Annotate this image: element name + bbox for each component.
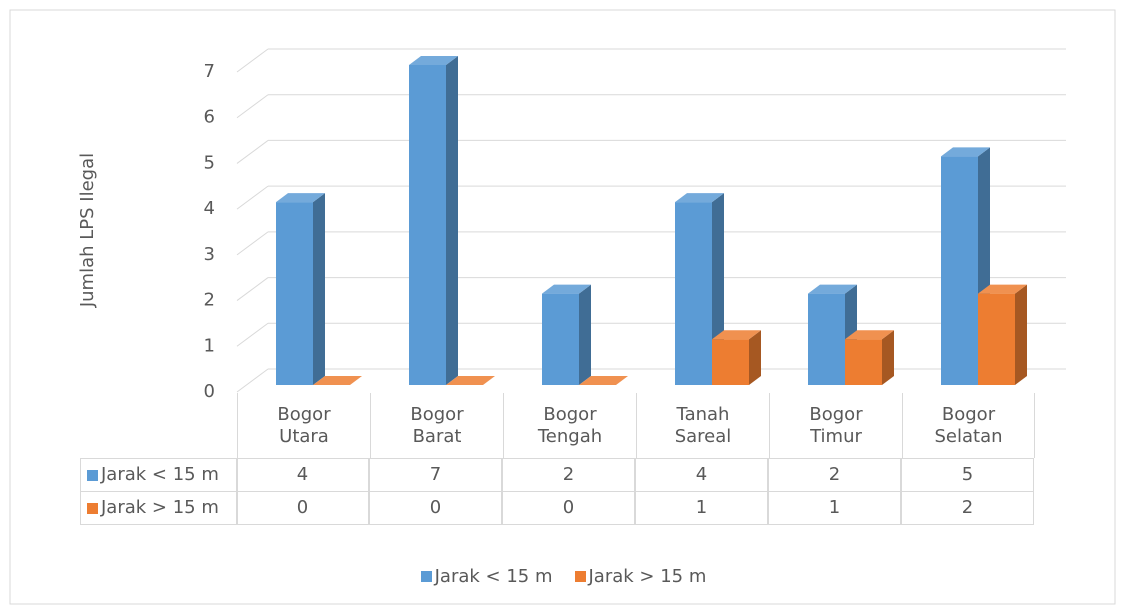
- grid-line: [236, 368, 269, 393]
- bar-front: [845, 339, 882, 385]
- bar-top: [712, 330, 761, 340]
- table-cell: 7: [369, 458, 502, 492]
- table-cell: 2: [901, 491, 1034, 525]
- legend-text: Jarak > 15 m: [588, 566, 707, 587]
- bar-front: [409, 65, 446, 385]
- bar: [276, 193, 325, 385]
- y-tick-label: 2: [204, 290, 215, 311]
- bar-top: [941, 147, 990, 157]
- y-tick-label: 1: [204, 335, 215, 356]
- bar-side: [579, 284, 591, 385]
- legend-swatch: [87, 469, 98, 481]
- legend-text: Jarak < 15 m: [434, 566, 553, 587]
- bar-front: [941, 156, 978, 385]
- table-header: Bogor Barat: [370, 393, 503, 458]
- legend-swatch: [420, 571, 432, 582]
- table-cell: 0: [369, 491, 502, 525]
- chart-border: [9, 9, 1116, 605]
- table-header: Tanah Sareal: [636, 393, 769, 458]
- bar: [542, 284, 591, 385]
- bar-top: [313, 376, 362, 385]
- grid-line: [236, 94, 269, 119]
- bar-top: [808, 284, 857, 294]
- table-cell: 1: [768, 491, 901, 525]
- bar-front: [276, 202, 313, 385]
- legend-swatch: [574, 571, 586, 582]
- bar-front: [712, 339, 749, 385]
- bar: [313, 376, 362, 385]
- bar-top: [675, 193, 724, 203]
- bar-front: [808, 293, 845, 385]
- bar-top: [446, 376, 495, 385]
- table-header: Bogor Utara: [237, 393, 370, 458]
- table-cell: 4: [236, 458, 369, 492]
- bar-top: [542, 284, 591, 294]
- bar: [446, 376, 495, 385]
- bar-side: [1015, 284, 1027, 385]
- grid-line: [236, 322, 269, 347]
- bar-front: [675, 202, 712, 385]
- legend-text: Jarak > 15 m: [101, 497, 219, 518]
- bar-top: [409, 56, 458, 65]
- legend-text: Jarak < 15 m: [101, 464, 219, 485]
- bar-top: [276, 193, 325, 203]
- bar-side: [882, 330, 894, 385]
- grid-line: [236, 48, 269, 73]
- grid-line: [236, 185, 269, 210]
- table-cell: 5: [901, 458, 1034, 492]
- bar-top: [845, 330, 894, 340]
- table-legend: Jarak < 15 m: [80, 458, 238, 492]
- table-header: Bogor Tengah: [503, 393, 636, 458]
- table-cell: 0: [236, 491, 369, 525]
- y-tick-label: 7: [204, 61, 215, 82]
- bar: [845, 330, 894, 385]
- bar: [579, 376, 628, 385]
- y-tick-label: 4: [204, 198, 215, 219]
- table-cell: 2: [502, 458, 635, 492]
- bar-front: [978, 293, 1015, 385]
- bar-front: [542, 293, 579, 385]
- table-header: Bogor Timur: [769, 393, 902, 458]
- table-legend: Jarak > 15 m: [80, 491, 238, 525]
- bar-side: [446, 56, 458, 385]
- legend-item: Jarak < 15 m: [420, 566, 553, 588]
- grid-line: [236, 140, 269, 164]
- bar: [409, 56, 458, 385]
- bar: [712, 330, 761, 385]
- table-cell: 4: [635, 458, 768, 492]
- table-cell: 0: [502, 491, 635, 525]
- bar-top: [579, 376, 628, 385]
- bar: [978, 284, 1027, 385]
- legend-item: Jarak > 15 m: [574, 566, 707, 588]
- bar-side: [313, 193, 325, 385]
- legend: Jarak < 15 m Jarak > 15 m: [0, 562, 1127, 592]
- y-tick-label: 6: [204, 107, 215, 128]
- table-cell: 1: [635, 491, 768, 525]
- grid-line: [236, 231, 269, 256]
- table-header: Bogor Selatan: [902, 393, 1035, 458]
- y-tick-label: 3: [204, 244, 215, 265]
- legend-swatch: [87, 502, 98, 514]
- bar-top: [978, 284, 1027, 294]
- table-cell: 2: [768, 458, 901, 492]
- y-tick-label: 0: [204, 381, 215, 402]
- bar-side: [749, 330, 761, 385]
- y-axis-label: Jumlah LPS Ilegal: [77, 153, 98, 308]
- y-tick-label: 5: [204, 152, 215, 173]
- grid-line: [236, 277, 269, 301]
